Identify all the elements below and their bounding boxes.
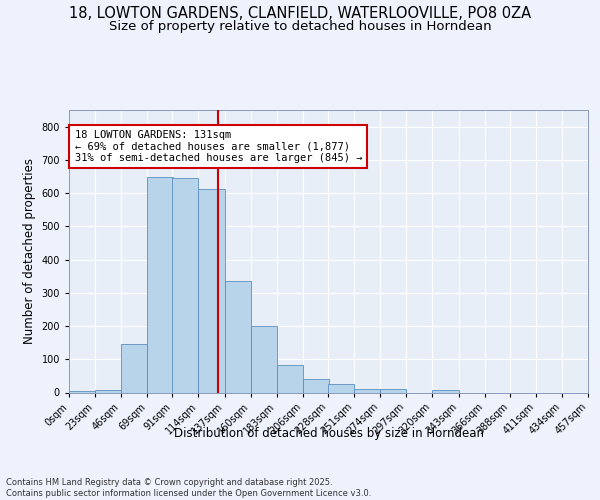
Text: Distribution of detached houses by size in Horndean: Distribution of detached houses by size … bbox=[174, 428, 484, 440]
Bar bbox=[148, 177, 173, 392]
Text: Size of property relative to detached houses in Horndean: Size of property relative to detached ho… bbox=[109, 20, 491, 33]
Bar bbox=[224, 281, 251, 392]
Bar bbox=[95, 390, 121, 392]
Text: Contains HM Land Registry data © Crown copyright and database right 2025.
Contai: Contains HM Land Registry data © Crown c… bbox=[6, 478, 371, 498]
Bar bbox=[328, 384, 354, 392]
Bar bbox=[121, 344, 148, 393]
Bar bbox=[172, 178, 199, 392]
Text: 18, LOWTON GARDENS, CLANFIELD, WATERLOOVILLE, PO8 0ZA: 18, LOWTON GARDENS, CLANFIELD, WATERLOOV… bbox=[69, 6, 531, 21]
Bar bbox=[199, 189, 224, 392]
Bar bbox=[251, 326, 277, 392]
Bar bbox=[354, 389, 380, 392]
Bar bbox=[380, 388, 406, 392]
Bar bbox=[303, 379, 329, 392]
Bar bbox=[277, 364, 303, 392]
Bar bbox=[588, 391, 600, 392]
Bar bbox=[69, 390, 95, 392]
Bar bbox=[433, 390, 458, 392]
Y-axis label: Number of detached properties: Number of detached properties bbox=[23, 158, 36, 344]
Text: 18 LOWTON GARDENS: 131sqm
← 69% of detached houses are smaller (1,877)
31% of se: 18 LOWTON GARDENS: 131sqm ← 69% of detac… bbox=[74, 130, 362, 163]
